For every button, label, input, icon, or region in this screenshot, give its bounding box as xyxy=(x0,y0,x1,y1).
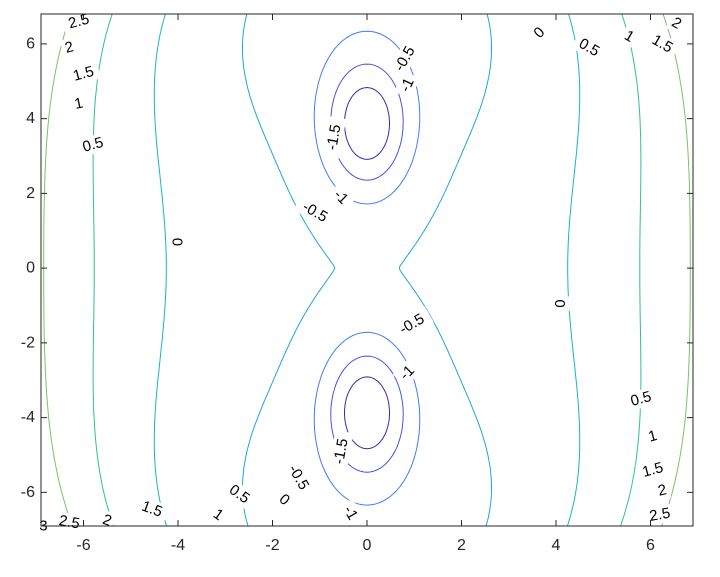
x-tick-label: -2 xyxy=(265,537,279,554)
contour-label-background xyxy=(644,28,681,60)
y-tick-label: -2 xyxy=(21,334,35,351)
contour-label-background xyxy=(551,296,570,311)
contour-line-level-0_5 xyxy=(153,13,581,527)
contour-label: 1.5 xyxy=(134,495,170,524)
contour-label-background xyxy=(394,70,421,100)
contour-label: 0.5 xyxy=(75,132,111,158)
y-tick-label: 2 xyxy=(26,185,35,202)
contour-label-text: -1 xyxy=(397,75,418,94)
y-tick-label: 4 xyxy=(26,110,35,127)
contour-label-background xyxy=(390,306,434,342)
contour-label: 2.5 xyxy=(642,503,677,527)
contour-label-background xyxy=(52,510,87,534)
contour-label-background xyxy=(336,498,365,528)
contour-label: -1 xyxy=(336,498,365,528)
contour-label-text: 1 xyxy=(73,95,85,113)
contour-label: 1.5 xyxy=(65,61,101,87)
axes-background xyxy=(41,14,693,526)
contour-label: 0 xyxy=(551,296,570,311)
contour-label: 0 xyxy=(272,488,296,512)
x-tick-label: 6 xyxy=(646,537,655,554)
contour-label: 1 xyxy=(69,93,88,115)
contour-label: 1 xyxy=(643,425,663,447)
contour-label-background xyxy=(272,488,296,512)
contour-label-text: 2 xyxy=(656,481,668,499)
contour-label: 1.5 xyxy=(635,457,671,483)
y-tick-label: -6 xyxy=(21,484,35,501)
x-tick-label: 2 xyxy=(457,537,466,554)
x-tick-label: -4 xyxy=(171,537,185,554)
contour-label: 2.5 xyxy=(52,510,87,534)
contour-label-text: 2.5 xyxy=(67,11,92,33)
contour-label-background xyxy=(642,503,677,527)
contour-label: 2 xyxy=(59,37,79,59)
contour-label-background xyxy=(328,430,354,473)
contour-label-background xyxy=(392,358,422,388)
contour-labels: 2.521.510.500.5 1 1.52-0.5-1-1.5-1-0.500-0… xyxy=(36,8,688,535)
y-tick-label: 0 xyxy=(26,260,35,277)
contour-label: 0 xyxy=(169,234,187,250)
contour-label-background xyxy=(623,386,659,412)
contour-label-background xyxy=(293,194,337,230)
contour-label-background xyxy=(134,495,170,524)
contour-label-background xyxy=(61,8,97,35)
contour-label-text: 0.5 xyxy=(629,388,654,410)
contour-label: 2 xyxy=(665,11,688,35)
contour-label: -1 xyxy=(392,358,422,388)
contour-label: -1.5 xyxy=(328,430,354,473)
contour-label-text: 1.5 xyxy=(641,459,666,481)
contour-lines xyxy=(43,13,691,527)
y-tick-label: 6 xyxy=(26,35,35,52)
contour-label-background xyxy=(221,477,258,511)
contour-label-text: 0 xyxy=(552,299,569,307)
contour-label-text: 2.5 xyxy=(58,512,81,532)
contour-label: -1.5 xyxy=(321,116,347,159)
contour-label-text: 2.5 xyxy=(648,505,671,525)
contour-label-background xyxy=(618,24,640,48)
contour-label-text: 1.5 xyxy=(71,63,96,85)
contour-label-background xyxy=(207,503,230,527)
x-tick-label: 0 xyxy=(363,537,372,554)
contour-label-text: -1.5 xyxy=(323,123,344,151)
y-tick-label: -4 xyxy=(21,409,35,426)
contour-line-level-0 xyxy=(242,13,492,527)
contour-label-background xyxy=(69,93,88,115)
contour-label-background xyxy=(665,11,688,35)
contour-label-background xyxy=(169,234,187,250)
x-axis-ticks: -6 -4 -2 0 2 4 6 xyxy=(76,14,655,554)
plot-area: 2.521.510.500.5 1 1.52-0.5-1-1.5-1-0.500-0… xyxy=(36,8,694,535)
contour-label-background xyxy=(635,457,671,483)
contour-label-text: -1.5 xyxy=(330,437,351,465)
contour-label: -1 xyxy=(326,182,356,212)
contour-label-background xyxy=(653,480,672,501)
contour-label: 0 xyxy=(527,21,551,45)
x-tick-label: -6 xyxy=(76,537,90,554)
contour-label-background xyxy=(75,132,111,158)
contour-label-background xyxy=(280,455,317,500)
contour-label: 2 xyxy=(653,480,672,501)
contour-label-background xyxy=(326,182,356,212)
contour-label: 1 xyxy=(618,24,640,48)
y-axis-ticks: -6 -4 -2 0 2 4 6 xyxy=(21,35,693,501)
contour-label: -1 xyxy=(394,70,421,100)
contour-label-text: 1.5 xyxy=(139,498,164,521)
contour-label-background xyxy=(59,37,79,59)
contour-label-background xyxy=(570,31,608,64)
contour-label: 2.5 xyxy=(61,8,97,35)
contour-label-background xyxy=(387,36,423,81)
contour-label-background xyxy=(643,425,663,447)
x-tick-label: 4 xyxy=(552,537,561,554)
contour-label-text: 0 xyxy=(170,238,187,246)
contour-label: 0.5 xyxy=(623,386,659,412)
contour-line-level-neg1_5 xyxy=(344,87,390,450)
contour-label-text: 0.5 xyxy=(81,134,106,156)
contour-label: 1 xyxy=(207,503,230,527)
contour-label-background xyxy=(65,61,101,87)
contour-label: -0.5 xyxy=(293,194,337,230)
contour-label-background xyxy=(527,21,551,45)
contour-label-background xyxy=(321,116,347,159)
